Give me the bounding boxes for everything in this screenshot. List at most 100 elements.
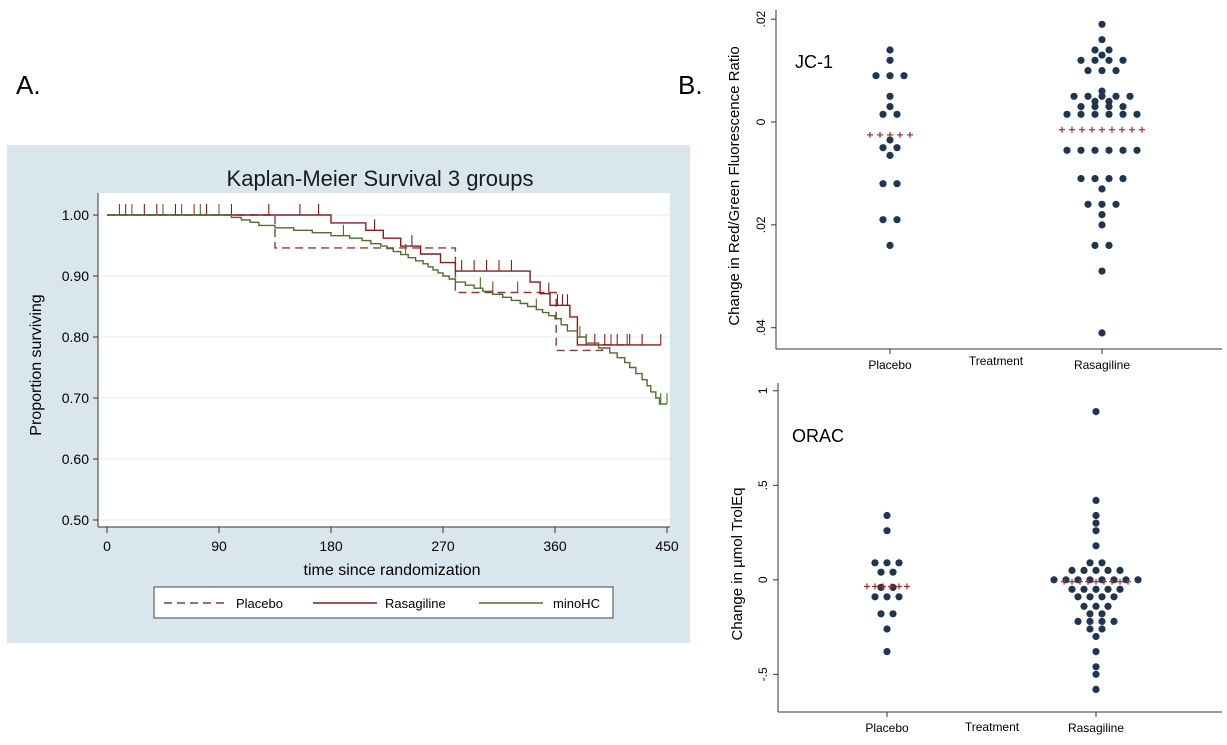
data-point [886,103,894,111]
chart-title: Kaplan-Meier Survival 3 groups [227,166,534,191]
y-axis-label: Change in µmol TrolEq [729,488,746,641]
data-point [1092,566,1100,574]
mean-marker [1069,126,1075,133]
series-line-minohc [107,214,667,405]
mean-marker [1093,578,1099,585]
x-axis-label: Treatment [969,354,1024,368]
mean-marker [1109,578,1115,585]
series-line-rasagiline [107,214,661,346]
data-point [1126,92,1134,100]
data-point [1077,56,1085,64]
data-point [871,593,879,601]
data-point [1086,625,1094,633]
data-point [1092,496,1100,504]
mean-marker [1117,578,1123,585]
data-point [883,625,891,633]
data-point [1098,211,1106,219]
data-point [872,72,880,80]
data-point [1077,110,1085,118]
x-tick-label: Rasagiline [1068,721,1124,735]
data-point [1098,20,1106,28]
y-axis-label: Proportion surviving [28,294,45,435]
data-point [1119,56,1127,64]
x-axis-label: Treatment [965,720,1020,734]
data-point [889,568,897,576]
data-point [1092,519,1100,527]
panel-label-a: A. [16,70,41,100]
data-point [1092,632,1100,641]
legend-label-minohc: minoHC [553,596,600,611]
data-point [1133,146,1141,154]
panel-annotation-orac: ORAC [792,426,844,446]
data-point [1092,602,1100,610]
mean-marker [907,131,913,138]
x-tick-label: Placebo [868,358,912,372]
legend: Placebo Rasagiline minoHC [153,586,614,619]
y-tick-label: .5 [756,480,770,490]
data-point [1092,685,1100,693]
mean-marker [1061,578,1067,585]
data-point [1119,103,1127,111]
mean-markers [867,126,1145,138]
panel-label-b: B. [678,70,703,100]
data-point [1119,146,1127,154]
data-point [1098,593,1106,601]
data-point [886,151,894,159]
mean-marker [1125,578,1131,585]
data-point [1119,110,1127,118]
data-point [1098,36,1106,44]
data-point [1084,200,1092,208]
data-point [1112,200,1120,208]
data-point [1086,617,1094,625]
data-point [879,216,887,224]
data-point [1098,329,1106,337]
survival-curves [107,204,668,405]
mean-marker [1109,126,1115,133]
mean-marker [1101,578,1107,585]
mean-marker [864,583,870,590]
data-point [893,110,901,118]
axes: 1 .5 0 -.5 Placebo Rasagiline [756,383,1222,735]
data-point [1091,97,1099,105]
data-point [1116,566,1124,574]
data-point [1091,103,1099,111]
y-tick-label: 1.00 [62,207,89,223]
data-point [1098,92,1106,100]
data-point [883,648,891,656]
data-point [1098,200,1106,208]
data-point [1091,110,1099,118]
data-point [893,180,901,188]
jc1-dot-plot: .02 0 .02 .04 Placebo Rasagiline JC-1 Treatme… [726,10,1222,372]
y-tick-label: .02 [754,216,768,233]
data-point [1092,670,1100,678]
mean-markers [864,578,1131,590]
y-tick-label: 0.60 [62,451,89,467]
data-point [1119,175,1127,183]
data-point [883,527,891,535]
data-point [1080,585,1088,593]
data-point [1063,110,1071,118]
data-point [1098,87,1106,95]
x-tick-label: 360 [543,538,567,554]
data-point [1092,542,1100,550]
data-point [1091,146,1099,154]
data-point [1092,663,1100,671]
mean-marker [1139,126,1145,133]
data-point [886,136,894,144]
data-point [1105,110,1113,118]
data-point [1074,617,1082,625]
mean-marker [896,583,902,590]
mean-marker [880,583,886,590]
data-point [1091,46,1099,54]
y-axis-label: Change in Red/Green Fluorescence Ratio [726,46,743,325]
series-line-placebo [107,214,630,352]
mean-marker [1059,126,1065,133]
data-point [1112,92,1120,100]
kaplan-meier-chart: Kaplan-Meier Survival 3 groups 0.500.600… [7,145,690,643]
y-tick-label: 0.90 [62,268,89,284]
data-point [900,72,908,80]
data-point [1077,103,1085,111]
data-point [1098,617,1106,625]
data-point [1110,617,1118,625]
data-point [1105,241,1113,249]
